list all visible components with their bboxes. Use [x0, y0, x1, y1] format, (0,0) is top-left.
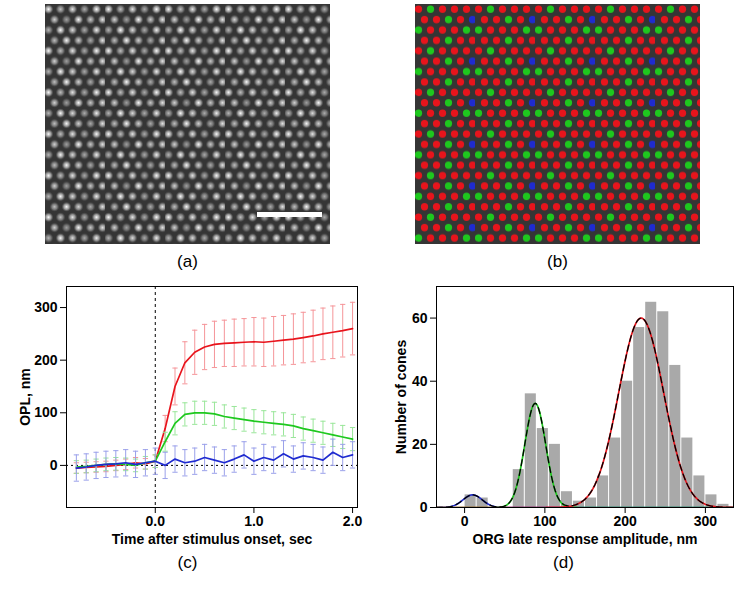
- svg-text:300: 300: [34, 299, 58, 315]
- svg-text:40: 40: [412, 373, 428, 389]
- svg-text:200: 200: [34, 352, 58, 368]
- svg-text:Time after stimulus onset, sec: Time after stimulus onset, sec: [112, 531, 313, 547]
- svg-text:Number of cones: Number of cones: [393, 340, 409, 455]
- svg-text:OPL, nm: OPL, nm: [17, 368, 33, 426]
- svg-text:200: 200: [613, 513, 637, 529]
- svg-text:100: 100: [533, 513, 557, 529]
- svg-text:0: 0: [461, 513, 469, 529]
- svg-text:0: 0: [50, 457, 58, 473]
- html-text:(c): (c): [177, 553, 198, 572]
- svg-text:0.0: 0.0: [146, 513, 166, 529]
- svg-text:1.0: 1.0: [244, 513, 264, 529]
- html-text:(d): (d): [553, 553, 574, 572]
- svg-text:100: 100: [34, 404, 58, 420]
- svg-text:300: 300: [694, 513, 718, 529]
- svg-text:0: 0: [420, 499, 428, 515]
- svg-text:ORG late response amplitude, n: ORG late response amplitude, nm: [473, 531, 698, 547]
- svg-text:2.0: 2.0: [343, 513, 363, 529]
- html-text:(a): (a): [177, 252, 198, 271]
- svg-text:20: 20: [412, 436, 428, 452]
- html-text:(b): (b): [547, 252, 568, 271]
- svg-text:60: 60: [412, 310, 428, 326]
